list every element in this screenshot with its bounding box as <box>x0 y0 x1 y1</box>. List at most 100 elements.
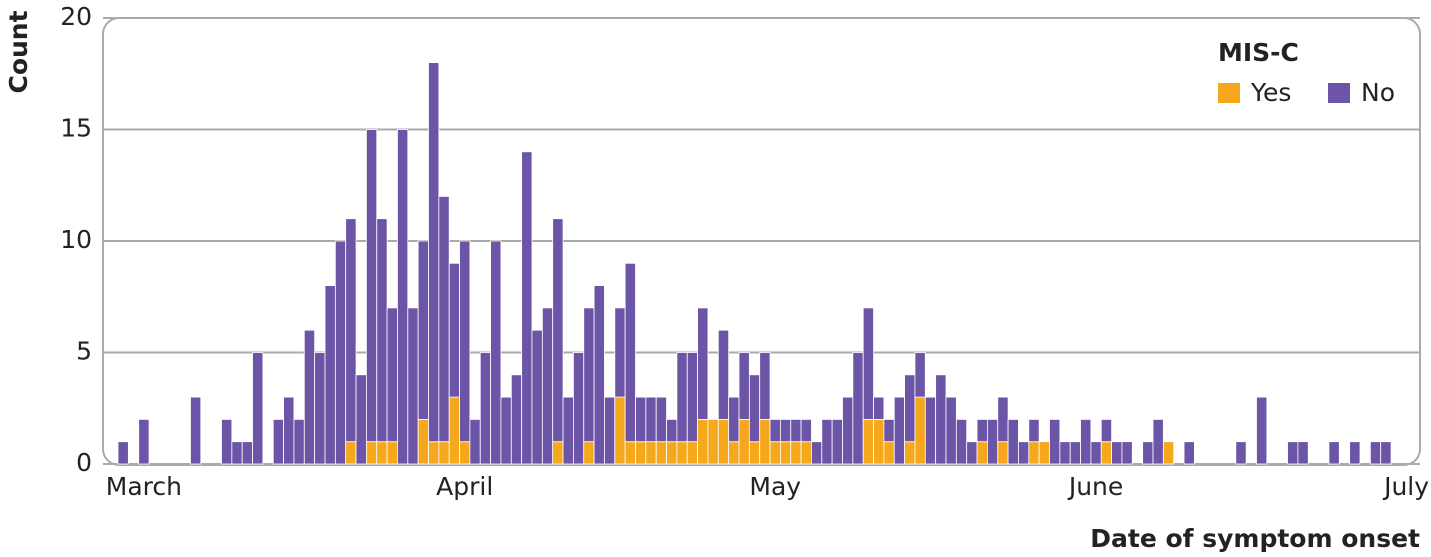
bar-segment <box>790 441 802 465</box>
bar-segment <box>552 218 564 443</box>
bar-segment <box>728 441 740 465</box>
bar-segment <box>303 329 316 465</box>
bar-segment <box>365 441 378 465</box>
bar-segment <box>893 396 906 465</box>
bar-segment <box>355 374 367 465</box>
bar-segment <box>728 396 740 443</box>
bar-segment <box>1080 418 1092 465</box>
bar-segment <box>852 352 864 465</box>
bar-segment <box>365 129 378 443</box>
x-tick-label: July <box>1382 472 1429 501</box>
bar-segment <box>541 307 554 465</box>
bar-segment <box>997 441 1009 465</box>
legend-title: MIS-C <box>1218 38 1299 67</box>
bar-segment <box>376 441 388 465</box>
bar-segment <box>552 441 564 465</box>
bar-segment <box>324 285 336 465</box>
legend-swatch <box>1218 83 1240 103</box>
bar-segment <box>417 418 429 465</box>
bar-segment <box>521 151 533 465</box>
bar-segment <box>738 352 750 420</box>
bar-segment <box>904 441 916 465</box>
bar-segment <box>1235 441 1247 465</box>
bar-segment <box>873 396 885 420</box>
bar-segment <box>966 441 978 465</box>
bar-segment <box>459 240 471 443</box>
bar-segment <box>531 329 543 465</box>
y-tick-label: 15 <box>60 114 92 143</box>
bar-segment <box>448 262 460 398</box>
bar-segment <box>510 374 523 465</box>
bar-segment <box>717 418 730 465</box>
bar-segment <box>252 352 264 465</box>
bar-segment <box>562 396 574 465</box>
bar-segment <box>407 307 419 465</box>
bar-segment <box>334 240 347 465</box>
legend-swatch <box>1328 83 1350 103</box>
bar-segment <box>386 441 398 465</box>
bar-segment <box>1121 441 1133 465</box>
bar-segment <box>614 307 626 398</box>
bar-segment <box>624 441 636 465</box>
x-axis-label: Date of symptom onset <box>1090 524 1420 553</box>
bar-segment <box>686 352 699 443</box>
x-tick-label: June <box>1067 472 1123 501</box>
bar-segment <box>428 441 440 465</box>
bar-segment <box>914 396 926 465</box>
bar-segment <box>666 418 678 443</box>
bar-segment <box>1059 441 1071 465</box>
bar-segment <box>1049 418 1061 465</box>
y-axis-label: Count <box>4 10 33 93</box>
bar-segment <box>800 418 812 443</box>
bar-segment <box>955 418 968 465</box>
bar-segment <box>1028 441 1040 465</box>
bar-segment <box>1111 441 1123 465</box>
bar-segment <box>397 129 409 465</box>
bar-segment <box>1256 396 1268 465</box>
bar-segment <box>1287 441 1299 465</box>
bar-segment <box>345 441 357 465</box>
bar-segment <box>624 262 636 443</box>
bar-segment <box>676 352 688 443</box>
bar-segment <box>800 441 812 465</box>
bar-segment <box>459 441 471 465</box>
bar-segment <box>748 441 761 465</box>
bar-segment <box>1183 441 1195 465</box>
bar-segment <box>448 396 460 465</box>
bar-segment <box>438 441 450 465</box>
bar-segment <box>645 396 657 443</box>
bar-segment <box>614 396 626 465</box>
bar-segment <box>583 441 595 465</box>
bar-segment <box>862 418 874 465</box>
bar-segment <box>272 418 285 465</box>
bar-segment <box>697 418 709 465</box>
bar-segment <box>386 307 398 443</box>
bar-segment <box>1069 441 1081 465</box>
bar-segment <box>780 441 792 465</box>
bar-segment <box>1090 441 1102 465</box>
bar-segment <box>1018 441 1030 465</box>
bar-segment <box>666 441 678 465</box>
bar-segment <box>345 218 357 443</box>
bar-segment <box>231 441 243 465</box>
bar-segment <box>635 441 647 465</box>
bar-segment <box>945 396 957 465</box>
bar-segment <box>500 396 512 465</box>
bar-segment <box>583 307 595 443</box>
bar-segment <box>1369 441 1382 465</box>
y-tick-label: 5 <box>76 337 92 366</box>
bar-segment <box>428 62 440 443</box>
bar-segment <box>1162 441 1175 465</box>
y-tick-label: 20 <box>60 2 92 31</box>
bar-segment <box>769 441 781 465</box>
legend-label: Yes <box>1250 78 1291 107</box>
bar-segment <box>190 396 202 465</box>
bar-segment <box>686 441 699 465</box>
bars <box>117 62 1392 465</box>
x-tick-label: March <box>106 472 182 501</box>
bar-segment <box>707 418 719 465</box>
bar-segment <box>759 352 771 420</box>
bar-segment <box>438 195 450 443</box>
bar-segment <box>221 418 233 465</box>
